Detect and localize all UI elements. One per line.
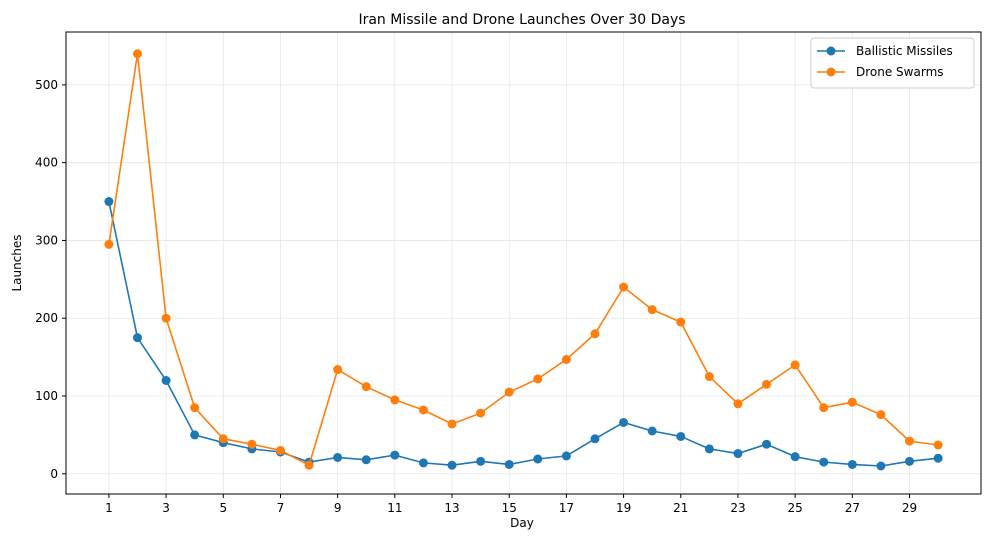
- data-point-ballistic-missiles: [619, 417, 629, 427]
- data-point-drone-swarms: [275, 445, 285, 455]
- plot-area: [66, 32, 981, 494]
- data-point-ballistic-missiles: [161, 375, 171, 385]
- data-point-ballistic-missiles: [819, 457, 829, 467]
- data-point-ballistic-missiles: [905, 456, 915, 466]
- x-tick-label: 5: [219, 501, 227, 515]
- data-point-drone-swarms: [132, 49, 142, 59]
- data-point-drone-swarms: [590, 329, 600, 339]
- data-point-ballistic-missiles: [132, 333, 142, 343]
- x-tick-label: 17: [559, 501, 574, 515]
- data-point-drone-swarms: [933, 440, 943, 450]
- x-tick-label: 11: [387, 501, 402, 515]
- data-point-drone-swarms: [304, 460, 314, 470]
- data-point-ballistic-missiles: [590, 434, 600, 444]
- data-point-ballistic-missiles: [704, 444, 714, 454]
- data-point-ballistic-missiles: [762, 439, 772, 449]
- x-tick-label: 13: [444, 501, 459, 515]
- data-point-drone-swarms: [905, 436, 915, 446]
- y-tick-label: 0: [50, 467, 58, 481]
- data-point-drone-swarms: [218, 434, 228, 444]
- data-point-ballistic-missiles: [361, 455, 371, 465]
- data-point-ballistic-missiles: [676, 431, 686, 441]
- grid: [66, 32, 981, 494]
- x-tick-label: 3: [162, 501, 170, 515]
- data-point-ballistic-missiles: [333, 452, 343, 462]
- y-axis-ticks: 0 100 200 300 400 500: [35, 78, 66, 481]
- data-point-ballistic-missiles: [533, 454, 543, 464]
- data-point-drone-swarms: [790, 360, 800, 370]
- legend-marker: [826, 46, 836, 56]
- data-point-drone-swarms: [561, 354, 571, 364]
- data-point-drone-swarms: [733, 399, 743, 409]
- y-tick-label: 100: [35, 389, 58, 403]
- x-tick-label: 15: [502, 501, 517, 515]
- data-point-ballistic-missiles: [104, 197, 114, 207]
- data-point-drone-swarms: [647, 305, 657, 315]
- data-point-ballistic-missiles: [390, 450, 400, 460]
- data-point-drone-swarms: [704, 372, 714, 382]
- data-point-drone-swarms: [418, 405, 428, 415]
- x-tick-label: 9: [334, 501, 342, 515]
- data-point-drone-swarms: [361, 382, 371, 392]
- data-point-drone-swarms: [533, 374, 543, 384]
- data-point-drone-swarms: [504, 387, 514, 397]
- data-point-drone-swarms: [847, 397, 857, 407]
- x-tick-label: 29: [902, 501, 917, 515]
- data-point-drone-swarms: [161, 313, 171, 323]
- data-point-drone-swarms: [762, 379, 772, 389]
- x-tick-label: 21: [673, 501, 688, 515]
- data-point-ballistic-missiles: [733, 449, 743, 459]
- y-tick-label: 500: [35, 78, 58, 92]
- legend-label: Drone Swarms: [856, 65, 944, 79]
- data-point-drone-swarms: [104, 239, 114, 249]
- data-point-drone-swarms: [390, 395, 400, 405]
- plot-frame: [65, 31, 982, 495]
- series-line-ballistic-missiles: [108, 201, 939, 467]
- y-tick-label: 200: [35, 311, 58, 325]
- y-tick-label: 300: [35, 233, 58, 247]
- data-point-ballistic-missiles: [190, 430, 200, 440]
- data-point-ballistic-missiles: [847, 459, 857, 469]
- data-point-drone-swarms: [247, 439, 257, 449]
- data-point-drone-swarms: [476, 408, 486, 418]
- x-tick-label: 25: [788, 501, 803, 515]
- x-tick-label: 1: [105, 501, 113, 515]
- x-tick-label: 23: [730, 501, 745, 515]
- data-point-ballistic-missiles: [933, 453, 943, 463]
- data-point-ballistic-missiles: [418, 458, 428, 468]
- data-point-drone-swarms: [876, 410, 886, 420]
- data-point-drone-swarms: [819, 403, 829, 413]
- data-point-ballistic-missiles: [790, 452, 800, 462]
- x-axis-label: Day: [510, 516, 534, 530]
- series-ballistic-missiles: [104, 197, 943, 471]
- data-point-drone-swarms: [333, 365, 343, 375]
- legend-marker: [826, 67, 836, 77]
- data-point-drone-swarms: [619, 282, 629, 292]
- data-point-drone-swarms: [190, 403, 200, 413]
- data-point-ballistic-missiles: [647, 426, 657, 436]
- data-point-ballistic-missiles: [476, 456, 486, 466]
- x-tick-label: 7: [277, 501, 285, 515]
- series-drone-swarms: [104, 49, 943, 470]
- x-tick-label: 19: [616, 501, 631, 515]
- data-point-drone-swarms: [447, 419, 457, 429]
- data-point-ballistic-missiles: [447, 460, 457, 470]
- legend-box: [810, 37, 975, 89]
- y-axis-label: Launches: [10, 234, 24, 291]
- x-axis-ticks: 1 3 5 7 9 11 13 15 17 19 21 23 25 27 29: [105, 494, 917, 515]
- x-tick-label: 27: [845, 501, 860, 515]
- data-point-drone-swarms: [676, 317, 686, 327]
- series-layer: [104, 49, 943, 471]
- legend-label: Ballistic Missiles: [856, 44, 953, 58]
- y-tick-label: 400: [35, 156, 58, 170]
- chart-title: Iran Missile and Drone Launches Over 30 …: [358, 12, 685, 28]
- data-point-ballistic-missiles: [504, 459, 514, 469]
- legend: Ballistic Missiles Drone Swarms: [810, 37, 975, 89]
- series-line-drone-swarms: [108, 52, 939, 467]
- data-point-ballistic-missiles: [561, 451, 571, 461]
- data-point-ballistic-missiles: [876, 461, 886, 471]
